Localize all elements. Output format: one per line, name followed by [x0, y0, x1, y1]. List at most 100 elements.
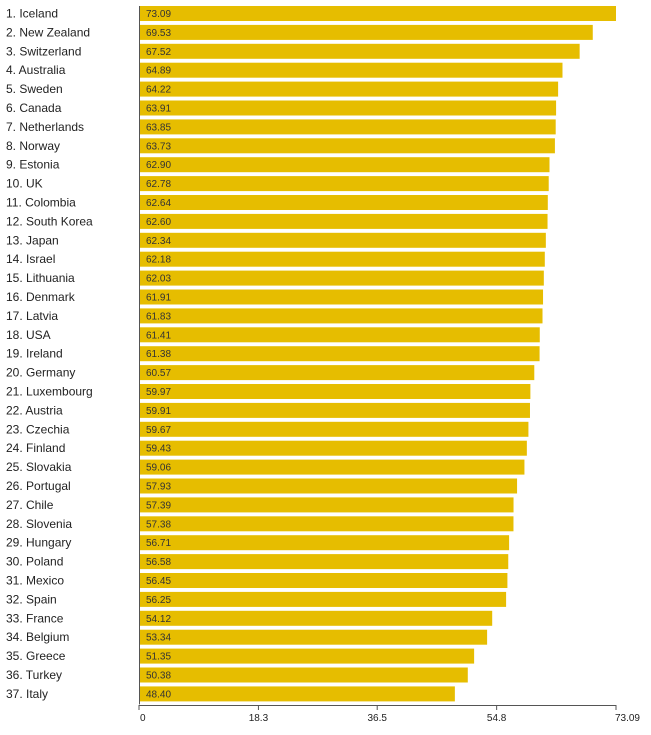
category-label: 10. UK — [6, 177, 43, 191]
bar — [139, 81, 559, 97]
bar — [139, 119, 556, 135]
bar — [139, 421, 529, 437]
category-label: 37. Italy — [6, 687, 48, 701]
category-label: 7. Netherlands — [6, 120, 84, 134]
category-label: 1. Iceland — [6, 7, 58, 21]
category-label: 15. Lithuania — [6, 271, 75, 285]
data-label: 62.64 — [146, 198, 171, 209]
bar — [139, 686, 455, 702]
bar — [139, 440, 527, 456]
category-label: 36. Turkey — [6, 668, 62, 682]
bar — [139, 478, 518, 494]
category-label: 5. Sweden — [6, 82, 63, 96]
category-label: 26. Portugal — [6, 479, 71, 493]
category-label: 28. Slovenia — [6, 517, 72, 531]
bar — [139, 497, 514, 513]
category-label: 27. Chile — [6, 498, 54, 512]
data-label: 61.41 — [146, 330, 171, 341]
data-label: 62.90 — [146, 160, 171, 171]
data-label: 61.38 — [146, 349, 171, 360]
category-label: 17. Latvia — [6, 309, 58, 323]
bar — [139, 629, 488, 645]
bar — [139, 610, 493, 626]
data-label: 62.34 — [146, 236, 171, 247]
data-label: 57.39 — [146, 500, 171, 511]
category-label: 4. Australia — [6, 63, 66, 77]
category-label: 25. Slovakia — [6, 460, 72, 474]
data-label: 59.91 — [146, 406, 171, 417]
category-label: 24. Finland — [6, 441, 65, 455]
data-label: 56.45 — [146, 576, 171, 587]
data-label: 63.85 — [146, 122, 171, 133]
x-tick-label: 18.3 — [249, 713, 269, 724]
bar — [139, 459, 525, 475]
bar — [139, 289, 544, 305]
x-tick-label: 73.09 — [615, 713, 640, 724]
data-label: 59.67 — [146, 425, 171, 436]
data-label: 57.38 — [146, 519, 171, 530]
data-label: 63.91 — [146, 104, 171, 115]
data-label: 60.57 — [146, 368, 171, 379]
bar — [139, 62, 563, 78]
x-tick-label: 54.8 — [487, 713, 507, 724]
bar — [139, 24, 593, 40]
data-label: 62.60 — [146, 217, 171, 228]
category-label: 2. New Zealand — [6, 25, 90, 39]
category-label: 16. Denmark — [6, 290, 76, 304]
category-label: 33. France — [6, 611, 64, 625]
bars-group: 1. Iceland 73.09 2. New Zealand 69.53 3. Swi… — [6, 6, 616, 702]
category-label: 18. USA — [6, 328, 51, 342]
bar — [139, 213, 548, 229]
category-label: 6. Canada — [6, 101, 62, 115]
bar — [139, 100, 557, 116]
category-label: 30. Poland — [6, 555, 63, 569]
data-label: 61.91 — [146, 293, 171, 304]
bar — [139, 6, 616, 21]
category-label: 31. Mexico — [6, 574, 64, 588]
data-label: 56.71 — [146, 538, 171, 549]
bar — [139, 591, 507, 607]
data-label: 53.34 — [146, 633, 171, 644]
data-label: 67.52 — [146, 47, 171, 58]
category-label: 8. Norway — [6, 139, 60, 153]
data-label: 54.12 — [146, 614, 171, 625]
bar — [139, 327, 540, 343]
x-axis: 0 18.3 36.5 54.8 73.09 — [138, 6, 640, 724]
bar — [139, 384, 531, 399]
bar — [139, 402, 530, 418]
category-label: 3. Switzerland — [6, 44, 81, 58]
data-label: 51.35 — [146, 652, 171, 663]
data-label: 59.06 — [146, 463, 171, 474]
data-label: 62.78 — [146, 179, 171, 190]
bar — [139, 270, 544, 286]
bar — [139, 138, 555, 154]
data-label: 59.97 — [146, 387, 171, 398]
category-label: 19. Ireland — [6, 347, 63, 361]
bar — [139, 43, 580, 59]
bar — [139, 535, 510, 551]
x-tick-label: 0 — [140, 713, 146, 724]
bar — [139, 157, 550, 173]
bar — [139, 308, 543, 324]
bar — [139, 648, 475, 664]
data-label: 62.18 — [146, 255, 171, 266]
category-label: 34. Belgium — [6, 630, 69, 644]
data-label: 61.83 — [146, 311, 171, 322]
x-tick-label: 36.5 — [367, 713, 387, 724]
data-label: 59.43 — [146, 444, 171, 455]
category-label: 14. Israel — [6, 252, 55, 266]
data-label: 62.03 — [146, 274, 171, 285]
category-label: 29. Hungary — [6, 536, 71, 550]
bar — [139, 232, 546, 248]
category-label: 11. Colombia — [6, 196, 76, 210]
bar — [139, 667, 468, 683]
category-label: 13. Japan — [6, 233, 59, 247]
data-label: 73.09 — [146, 9, 171, 20]
bar — [139, 195, 548, 210]
data-label: 64.89 — [146, 66, 171, 77]
category-label: 12. South Korea — [6, 214, 93, 228]
data-label: 50.38 — [146, 671, 171, 682]
data-label: 64.22 — [146, 85, 171, 96]
bar — [139, 176, 549, 192]
